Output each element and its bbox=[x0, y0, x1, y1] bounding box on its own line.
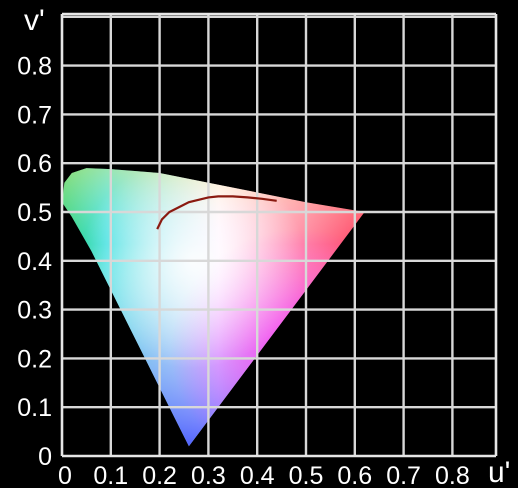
y-tick-label: 0.4 bbox=[17, 248, 52, 276]
grid bbox=[62, 14, 496, 456]
x-tick-label: 0.1 bbox=[93, 462, 128, 488]
y-tick-label: 0 bbox=[38, 443, 52, 471]
y-tick-label: 0.7 bbox=[17, 101, 52, 129]
x-tick-label: 0.4 bbox=[240, 462, 275, 488]
y-axis-label: v' bbox=[24, 4, 45, 37]
y-tick-label: 0.8 bbox=[17, 53, 52, 81]
y-tick-label: 0.5 bbox=[17, 199, 52, 227]
x-axis-ticks: 0 0.1 0.2 0.3 0.4 0.5 0.6 0.7 0.8 bbox=[58, 462, 470, 488]
y-tick-label: 0.3 bbox=[17, 297, 52, 325]
planckian-locus-line bbox=[156, 195, 277, 230]
x-tick-label: 0.3 bbox=[191, 462, 226, 488]
x-tick-label: 0.6 bbox=[337, 462, 372, 488]
y-tick-label: 0.6 bbox=[17, 150, 52, 178]
x-axis-label: u' bbox=[488, 456, 510, 488]
x-tick-label: 0.5 bbox=[289, 462, 324, 488]
x-tick-label: 0 bbox=[58, 462, 72, 488]
plot-frame bbox=[60, 12, 498, 458]
x-tick-label: 0.8 bbox=[435, 462, 470, 488]
x-tick-label: 0.7 bbox=[386, 462, 421, 488]
x-tick-label: 0.2 bbox=[142, 462, 177, 488]
y-tick-label: 0.2 bbox=[17, 345, 52, 373]
spectral-locus-region bbox=[62, 168, 365, 447]
y-axis-ticks: 0 0.1 0.2 0.3 0.4 0.5 0.6 0.7 0.8 bbox=[17, 53, 52, 471]
y-tick-label: 0.1 bbox=[17, 394, 52, 422]
